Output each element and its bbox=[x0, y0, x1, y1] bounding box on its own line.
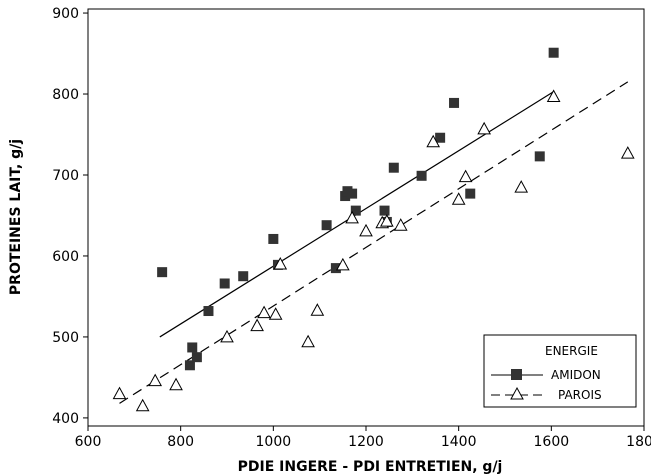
data-point-parois bbox=[250, 318, 264, 332]
y-tick-label: 400 bbox=[52, 411, 79, 427]
y-tick-label: 500 bbox=[52, 330, 79, 346]
data-point-parois bbox=[359, 223, 373, 237]
data-markers bbox=[112, 47, 635, 412]
data-point-amidon bbox=[350, 205, 361, 216]
data-point-amidon bbox=[219, 278, 230, 289]
legend: ENERGIE AMIDON PAROIS bbox=[483, 334, 637, 408]
x-tick-label: 1400 bbox=[441, 434, 477, 450]
data-point-amidon bbox=[416, 170, 427, 181]
data-point-parois bbox=[345, 210, 359, 224]
fit-line-parois bbox=[119, 81, 629, 404]
data-point-parois bbox=[514, 180, 529, 193]
data-point-amidon bbox=[449, 97, 460, 108]
data-point-parois bbox=[451, 192, 466, 205]
data-point-parois bbox=[477, 121, 491, 135]
data-point-parois bbox=[380, 214, 394, 227]
data-point-amidon bbox=[238, 271, 249, 282]
data-point-amidon bbox=[321, 220, 332, 231]
x-tick-label: 1000 bbox=[256, 434, 292, 450]
x-tick-label: 600 bbox=[75, 434, 102, 450]
data-point-amidon bbox=[347, 188, 358, 199]
data-point-amidon bbox=[465, 188, 476, 199]
data-point-amidon bbox=[191, 352, 202, 363]
y-axis-title: PROTEINES LAIT, g/j bbox=[8, 139, 24, 295]
data-point-amidon bbox=[435, 132, 446, 143]
legend-marker-parois bbox=[510, 386, 524, 400]
x-axis-title: PDIE INGERE - PDI ENTRETIEN, g/j bbox=[238, 459, 503, 475]
legend-label-parois: PAROIS bbox=[558, 388, 602, 402]
data-point-parois bbox=[335, 257, 350, 271]
data-point-amidon bbox=[184, 360, 195, 371]
legend-title: ENERGIE bbox=[545, 344, 598, 358]
data-point-parois bbox=[268, 307, 283, 320]
x-tick-label: 1800 bbox=[626, 434, 651, 450]
data-point-parois bbox=[426, 134, 441, 148]
data-point-parois bbox=[310, 303, 325, 316]
data-point-parois bbox=[393, 218, 408, 231]
data-point-parois bbox=[169, 377, 183, 391]
data-point-parois bbox=[112, 386, 127, 400]
x-tick-label: 1200 bbox=[348, 434, 384, 450]
data-point-parois bbox=[220, 329, 234, 343]
data-point-parois bbox=[301, 334, 315, 348]
data-point-parois bbox=[257, 305, 271, 319]
data-point-parois bbox=[148, 373, 163, 387]
legend-label-amidon: AMIDON bbox=[551, 368, 601, 382]
axis-ticks: 600 800 1000 1200 1400 1600 1800 400 500 600 700 80… bbox=[52, 6, 651, 450]
data-point-parois bbox=[546, 89, 561, 102]
data-point-amidon bbox=[157, 267, 168, 278]
y-tick-label: 800 bbox=[52, 87, 79, 103]
data-point-parois bbox=[273, 257, 288, 270]
data-point-amidon bbox=[268, 233, 279, 244]
data-point-amidon bbox=[379, 205, 390, 216]
data-point-amidon bbox=[330, 263, 341, 274]
data-point-amidon bbox=[388, 162, 399, 173]
y-tick-label: 600 bbox=[52, 249, 79, 265]
data-point-amidon bbox=[534, 151, 545, 162]
data-point-parois bbox=[135, 398, 150, 412]
x-tick-label: 1600 bbox=[534, 434, 570, 450]
y-tick-label: 900 bbox=[52, 6, 79, 22]
data-point-parois bbox=[458, 169, 473, 183]
data-point-amidon bbox=[203, 306, 214, 317]
x-tick-label: 800 bbox=[167, 434, 194, 450]
data-point-parois bbox=[620, 146, 635, 159]
data-point-amidon bbox=[187, 342, 198, 353]
data-point-amidon bbox=[548, 47, 559, 58]
legend-marker-amidon bbox=[511, 369, 522, 380]
y-tick-label: 700 bbox=[52, 168, 79, 184]
